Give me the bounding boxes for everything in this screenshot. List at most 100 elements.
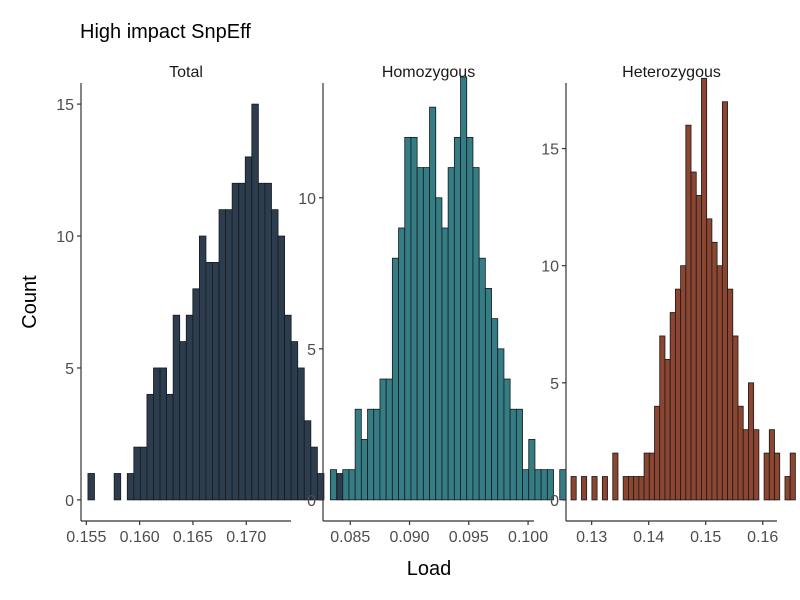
facet-panel: Homozygous 0 5 10 0.085 0.090 0.095 0.100	[298, 64, 567, 546]
histogram-bar	[534, 469, 542, 501]
histogram-bar	[664, 358, 671, 501]
x-tick-label: 0.15	[690, 529, 721, 546]
histogram-bar	[643, 452, 650, 501]
histogram-bar	[159, 367, 167, 501]
histogram-bar	[774, 452, 781, 501]
x-tick-label: 0.13	[576, 529, 607, 546]
histogram-bar	[410, 136, 418, 501]
histogram-bar	[559, 469, 567, 501]
histogram-bar	[491, 318, 499, 501]
x-tick-label: 0.100	[508, 529, 548, 546]
histogram-bar	[422, 167, 430, 501]
histogram-bar	[284, 314, 292, 501]
y-tick-label: 10	[541, 259, 559, 276]
histogram-bar	[732, 335, 739, 501]
histogram-bar	[622, 476, 629, 501]
histogram-bar	[290, 341, 299, 501]
histogram-bar	[373, 408, 381, 501]
histogram-bar	[695, 195, 702, 501]
histogram-bar	[721, 101, 728, 501]
histogram-bar	[716, 265, 723, 501]
x-tick-label: 0.090	[390, 529, 430, 546]
histogram-bar	[404, 136, 412, 501]
y-tick-label: 15	[541, 142, 559, 159]
histogram-bar	[737, 405, 744, 501]
y-tick-label: 0	[307, 493, 316, 510]
histogram-bar	[441, 227, 449, 501]
histogram-bar	[522, 469, 530, 501]
histogram-bar	[570, 476, 577, 501]
histogram-bar	[205, 262, 213, 501]
histogram-bar	[264, 182, 272, 501]
x-tick-label: 0.160	[120, 529, 160, 546]
histogram-bar	[113, 473, 122, 501]
histogram-bar	[768, 429, 775, 501]
histogram-bar	[153, 367, 161, 501]
histogram-bar	[466, 136, 474, 501]
histogram-bar	[166, 393, 174, 501]
facet-label: Total	[169, 64, 203, 81]
x-tick-label: 0.16	[747, 529, 778, 546]
histogram-bar	[139, 446, 148, 501]
y-tick-label: 5	[307, 342, 316, 359]
histogram-bar	[391, 257, 399, 501]
histogram-bar	[385, 378, 393, 501]
histogram-bar	[633, 476, 640, 501]
histogram-bar	[509, 408, 517, 501]
histogram-bar	[185, 314, 194, 501]
histogram-bar	[727, 288, 734, 501]
histogram-bar	[546, 469, 554, 501]
y-tick-label: 10	[56, 229, 74, 246]
histogram-bar	[342, 469, 350, 501]
histogram-bar	[472, 167, 480, 501]
histogram-bar	[706, 218, 713, 501]
histogram-bar	[447, 167, 455, 501]
histogram-bar	[460, 76, 468, 501]
histogram-bar	[669, 312, 676, 501]
histogram-bar	[367, 408, 375, 501]
histogram-bar	[748, 382, 755, 501]
histogram-bar	[789, 452, 796, 501]
histogram-bar	[172, 314, 181, 501]
histogram-bar	[179, 341, 187, 501]
histogram-bar	[484, 288, 492, 501]
x-tick-label: 0.165	[173, 529, 213, 546]
histogram-bar	[198, 235, 207, 501]
x-tick-label: 0.155	[66, 529, 106, 546]
histogram-bar	[297, 367, 305, 501]
histogram-bar	[648, 452, 655, 501]
histogram-bar	[784, 476, 791, 501]
histogram-bar	[763, 452, 770, 501]
histogram-bar	[685, 124, 692, 501]
histogram-bar	[528, 439, 536, 501]
histogram-bar	[628, 476, 635, 501]
histogram-bar	[654, 405, 661, 501]
histogram-bar	[244, 156, 253, 501]
histogram-bar	[379, 378, 387, 501]
histogram-bar	[225, 209, 233, 501]
histogram-bar	[478, 257, 486, 501]
histogram-bar	[212, 262, 220, 501]
histogram-bar	[515, 408, 523, 501]
histogram-bar	[87, 473, 95, 501]
x-tick-label: 0.085	[330, 529, 370, 546]
x-axis-title: Load	[407, 558, 452, 580]
histogram-bar	[435, 197, 443, 501]
histogram-bar	[680, 265, 687, 501]
histogram-bar	[398, 227, 406, 501]
chart-title: High impact SnpEff	[80, 21, 251, 43]
histogram-bar	[348, 469, 356, 501]
histogram-bar	[303, 420, 312, 501]
y-tick-label: 5	[65, 361, 74, 378]
histogram-bar	[711, 241, 718, 501]
x-tick-label: 0.14	[633, 529, 664, 546]
histogram-bar	[581, 476, 588, 501]
histogram-bar	[251, 103, 259, 501]
histogram-bar	[540, 469, 548, 501]
y-tick-label: 5	[550, 376, 559, 393]
histogram-bar	[591, 476, 598, 501]
histogram-bar	[701, 77, 708, 501]
histogram-bar	[612, 452, 619, 501]
histogram-bar	[429, 106, 437, 501]
